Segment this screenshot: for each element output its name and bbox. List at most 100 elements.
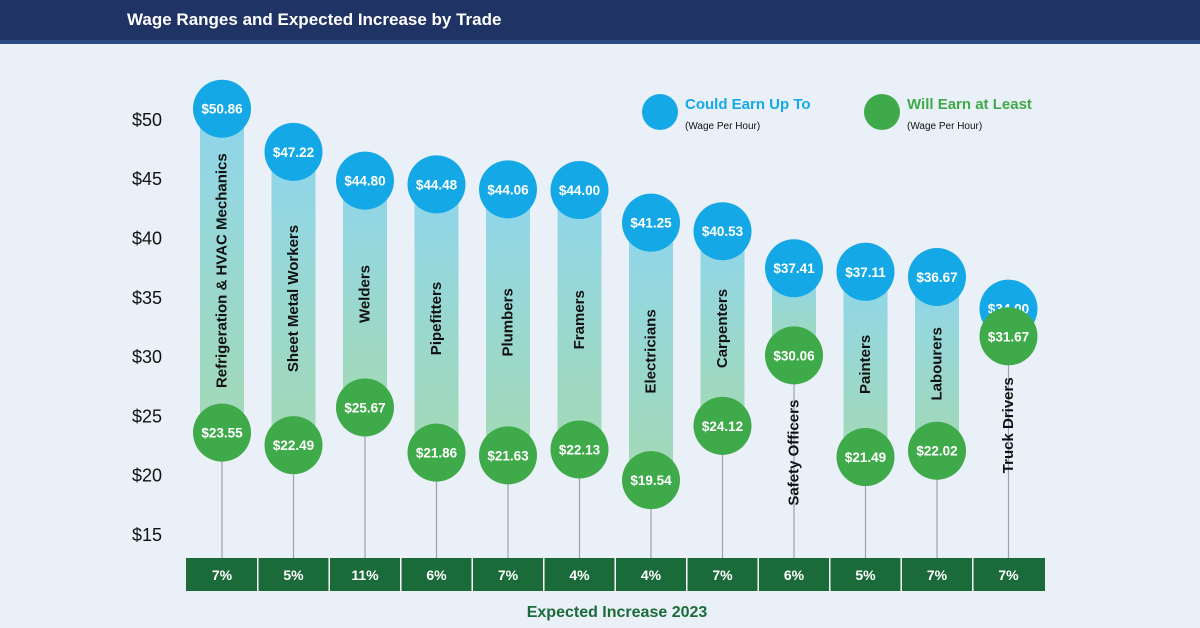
increase-value: 7% bbox=[498, 567, 519, 583]
max-wage-label: $40.53 bbox=[702, 224, 744, 239]
range-bar bbox=[271, 151, 316, 446]
max-wage-circle bbox=[550, 161, 609, 220]
increase-strip: 7% 5% 11% 6% 7% 4% 4% 7% 6% 5% 7% 7% bbox=[186, 558, 1045, 591]
max-wage-circle bbox=[479, 160, 537, 219]
max-wage-label: $36.67 bbox=[916, 270, 957, 285]
y-tick-label: $30 bbox=[132, 347, 162, 367]
range-bars bbox=[200, 108, 1031, 481]
increase-title: Expected Increase 2023 bbox=[527, 604, 708, 621]
y-tick-label: $50 bbox=[132, 110, 162, 130]
max-wage-circle bbox=[765, 239, 823, 298]
min-wage-circle bbox=[336, 378, 394, 437]
min-wage-circle bbox=[836, 428, 895, 487]
y-tick-label: $25 bbox=[132, 406, 162, 426]
range-bar bbox=[414, 184, 459, 453]
legend: Could Earn Up To (Wage Per Hour) Will Earn… bbox=[642, 94, 1032, 132]
legend-max-sublabel: (Wage Per Hour) bbox=[685, 121, 760, 132]
min-wage-circle bbox=[479, 426, 537, 485]
min-wage-label: $21.86 bbox=[416, 446, 458, 461]
chart-title-bar: Wage Ranges and Expected Increase by Tra… bbox=[0, 0, 1200, 44]
range-bar bbox=[343, 180, 387, 408]
max-wage-label: $41.25 bbox=[630, 216, 672, 231]
min-wage-label: $31.67 bbox=[988, 329, 1029, 344]
min-wage-circle bbox=[979, 307, 1038, 366]
category-label: Truck Drivers bbox=[1000, 377, 1017, 473]
max-wage-circle bbox=[336, 151, 394, 210]
legend-max-label: Could Earn Up To bbox=[685, 96, 811, 113]
min-wage-circle bbox=[622, 451, 680, 510]
increase-value: 4% bbox=[569, 567, 590, 583]
min-wage-circle bbox=[693, 396, 752, 455]
legend-max-swatch bbox=[642, 94, 678, 130]
increase-value: 6% bbox=[426, 567, 447, 583]
max-wage-circle bbox=[622, 193, 680, 252]
min-wage-label: $22.02 bbox=[916, 444, 957, 459]
title-bar-accent bbox=[0, 40, 1200, 44]
min-wage-label: $23.55 bbox=[201, 426, 243, 441]
range-bar bbox=[629, 222, 673, 481]
increase-value: 7% bbox=[712, 567, 733, 583]
max-wage-label: $50.86 bbox=[201, 102, 243, 117]
category-label: Painters bbox=[857, 335, 874, 394]
category-label: Carpenters bbox=[714, 289, 731, 368]
increase-value: 7% bbox=[927, 567, 948, 583]
y-tick-label: $45 bbox=[132, 169, 162, 189]
max-wage-label: $44.48 bbox=[416, 177, 458, 192]
min-wage-circle bbox=[765, 326, 823, 385]
increase-value: 11% bbox=[351, 567, 379, 583]
category-label: Electricians bbox=[643, 309, 660, 393]
increase-value: 5% bbox=[855, 567, 876, 583]
increase-value: 4% bbox=[641, 567, 662, 583]
max-wage-points: $50.86 $47.22 $44.80 $44.48 $44.06 $44.00 $41.… bbox=[193, 79, 1038, 338]
max-wage-label: $47.22 bbox=[273, 145, 314, 160]
range-bar bbox=[843, 271, 888, 458]
max-wage-label: $44.80 bbox=[344, 174, 385, 189]
max-wage-circle bbox=[407, 155, 466, 214]
max-wage-label: $44.00 bbox=[559, 183, 600, 198]
range-bar bbox=[200, 108, 244, 433]
increase-value: 7% bbox=[998, 567, 1019, 583]
legend-min-swatch bbox=[864, 94, 900, 130]
min-wage-circle bbox=[193, 403, 251, 462]
max-wage-circle bbox=[908, 247, 966, 306]
max-wage-label: $37.11 bbox=[845, 265, 886, 280]
category-label: Refrigeration & HVAC Mechanics bbox=[214, 153, 231, 388]
min-wage-label: $25.67 bbox=[344, 400, 385, 415]
min-wage-label: $21.49 bbox=[845, 450, 886, 465]
category-label: Safety Officers bbox=[786, 400, 803, 506]
min-wage-points: $23.55 $22.49 $25.67 $21.86 $21.63 $22.13 $19.… bbox=[193, 307, 1038, 510]
min-wage-label: $22.49 bbox=[273, 438, 314, 453]
chart-title: Wage Ranges and Expected Increase by Tra… bbox=[127, 10, 502, 29]
y-tick-label: $20 bbox=[132, 466, 162, 486]
min-wage-label: $21.63 bbox=[487, 448, 529, 463]
min-wage-label: $19.54 bbox=[630, 473, 672, 488]
min-wage-label: $24.12 bbox=[702, 419, 743, 434]
range-bar bbox=[700, 231, 745, 426]
max-wage-circle bbox=[264, 122, 323, 181]
y-tick-label: $40 bbox=[132, 229, 162, 249]
legend-min-sublabel: (Wage Per Hour) bbox=[907, 121, 982, 132]
min-wage-circle bbox=[550, 420, 609, 479]
increase-value: 7% bbox=[212, 567, 233, 583]
min-wage-circle bbox=[407, 423, 466, 482]
category-labels: Refrigeration & HVAC Mechanics Sheet Meta… bbox=[214, 153, 1018, 505]
category-label: Sheet Metal Workers bbox=[285, 225, 302, 372]
category-label: Labourers bbox=[929, 327, 946, 400]
range-bar bbox=[557, 190, 602, 450]
max-wage-circle bbox=[693, 202, 752, 261]
max-wage-circle bbox=[193, 79, 251, 138]
range-bar bbox=[486, 189, 530, 456]
min-wage-circle bbox=[264, 416, 323, 475]
y-axis: $15 $20 $25 $30 $35 $40 $45 $50 bbox=[132, 110, 162, 545]
category-label: Pipefitters bbox=[428, 282, 445, 355]
min-wage-label: $30.06 bbox=[773, 348, 815, 363]
max-wage-label: $44.06 bbox=[487, 182, 529, 197]
min-wage-label: $22.13 bbox=[559, 442, 601, 457]
max-wage-circle bbox=[836, 242, 895, 301]
y-tick-label: $15 bbox=[132, 525, 162, 545]
y-tick-label: $35 bbox=[132, 288, 162, 308]
category-label: Welders bbox=[357, 265, 374, 323]
max-wage-label: $37.41 bbox=[773, 261, 815, 276]
increase-value: 6% bbox=[784, 567, 805, 583]
